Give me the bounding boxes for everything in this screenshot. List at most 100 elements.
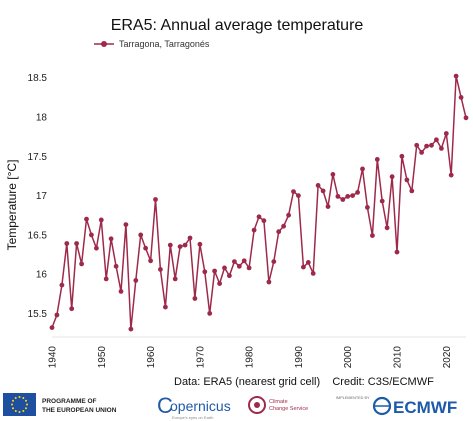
data-point <box>74 241 79 246</box>
data-point <box>463 115 469 121</box>
c3s-line1: Climate <box>269 399 288 405</box>
data-point <box>69 306 75 312</box>
data-point <box>345 194 351 199</box>
data-point <box>128 326 134 332</box>
data-point <box>172 276 178 282</box>
ecmwf-logo: IMPLEMENTED BY ECMWF <box>336 396 457 417</box>
data-point <box>379 198 385 204</box>
data-point <box>424 143 429 149</box>
data-point <box>271 259 277 264</box>
copernicus-logo: C opernicus Europe's eyes on Earth <box>157 393 231 420</box>
data-point <box>49 325 55 330</box>
data-point <box>143 245 149 251</box>
eu-star-icon <box>25 407 27 410</box>
y-tick-label: 17 <box>36 191 48 202</box>
eu-star-icon <box>25 399 27 402</box>
data-point <box>138 232 144 238</box>
x-tick-label: 1940 <box>48 346 59 369</box>
legend-marker <box>101 41 107 47</box>
x-tick-label: 2020 <box>442 346 453 369</box>
data-point <box>261 218 267 224</box>
data-point <box>232 259 237 264</box>
data-point <box>335 194 341 199</box>
data-point <box>419 150 424 155</box>
data-point <box>153 197 158 202</box>
eu-stars-icon <box>11 396 28 413</box>
c3s-line2: Change Service <box>269 406 308 412</box>
eu-star-icon <box>14 410 17 412</box>
data-point <box>64 241 70 246</box>
data-point <box>192 296 198 301</box>
data-point <box>212 268 218 274</box>
x-tick-labels: 1940 1950 1960 1970 1980 1990 2000 2010 2020 <box>48 346 453 369</box>
eu-star-icon <box>22 410 25 412</box>
eu-star-icon <box>18 396 21 398</box>
data-point <box>133 278 139 283</box>
legend: Tarragona, Tarragonés <box>94 39 210 49</box>
data-point <box>202 269 208 275</box>
data-point <box>399 153 405 159</box>
data-point <box>148 258 154 264</box>
data-point <box>296 193 301 199</box>
data-point <box>439 146 444 151</box>
data-point <box>458 95 464 100</box>
copernicus-tagline: Europe's eyes on Earth <box>172 415 213 420</box>
data-point <box>113 263 119 269</box>
x-tick-label: 1950 <box>97 346 108 369</box>
eu-star-icon <box>12 407 14 410</box>
data-point <box>98 217 104 223</box>
y-tick-label: 16 <box>36 270 48 281</box>
x-tick-label: 1990 <box>294 346 305 369</box>
data-point <box>158 267 163 272</box>
data-point <box>374 157 380 162</box>
data-point <box>59 282 65 288</box>
data-point <box>123 222 129 228</box>
y-axis-label: Temperature [°C] <box>5 160 19 251</box>
x-tick-label: 1980 <box>245 346 256 369</box>
data-point <box>108 236 114 242</box>
data-point <box>414 142 420 148</box>
data-point <box>286 212 291 218</box>
c3s-logo: Climate Change Service <box>248 396 308 414</box>
data-point <box>276 229 282 235</box>
data-point <box>281 223 286 229</box>
data-point <box>163 304 168 310</box>
data-point <box>315 183 321 188</box>
y-tick-label: 18 <box>36 113 48 124</box>
data-point <box>448 172 454 178</box>
data-point <box>118 289 124 294</box>
credit-text: Data: ERA5 (nearest grid cell) Credit: C… <box>174 376 434 388</box>
data-point <box>429 142 434 148</box>
data-point <box>301 264 306 270</box>
data-point <box>370 233 375 239</box>
eu-programme-line2: THE EUROPEAN UNION <box>42 407 117 414</box>
data-point <box>84 216 89 222</box>
y-tick-labels: 15.5 16 16.5 17 17.5 18 18.5 <box>28 73 48 320</box>
chart-title: ERA5: Annual average temperature <box>111 17 364 34</box>
ecmwf-wordmark: ECMWF <box>393 398 457 417</box>
x-tick-label: 1960 <box>146 346 157 369</box>
data-point <box>384 225 390 231</box>
ecmwf-implemented-label: IMPLEMENTED BY <box>336 396 370 400</box>
data-point <box>453 73 459 79</box>
data-point <box>103 276 109 282</box>
data-point <box>207 311 213 316</box>
eu-logo: PROGRAMME OF THE EUROPEAN UNION <box>3 393 117 416</box>
x-tick-label: 1970 <box>195 346 206 369</box>
y-tick-label: 18.5 <box>28 73 48 84</box>
data-point <box>197 241 203 247</box>
data-point <box>360 166 365 172</box>
data-point <box>409 188 415 194</box>
data-point <box>241 258 247 264</box>
data-point <box>355 190 360 195</box>
eu-star-icon <box>14 397 17 399</box>
data-point <box>340 197 346 202</box>
y-tick-label: 15.5 <box>28 309 48 320</box>
data-point <box>389 174 395 180</box>
eu-flag-icon <box>3 393 36 416</box>
data-point <box>266 279 272 285</box>
data-point <box>310 271 316 276</box>
c3s-dot-icon <box>254 402 260 408</box>
data-point <box>246 265 252 271</box>
